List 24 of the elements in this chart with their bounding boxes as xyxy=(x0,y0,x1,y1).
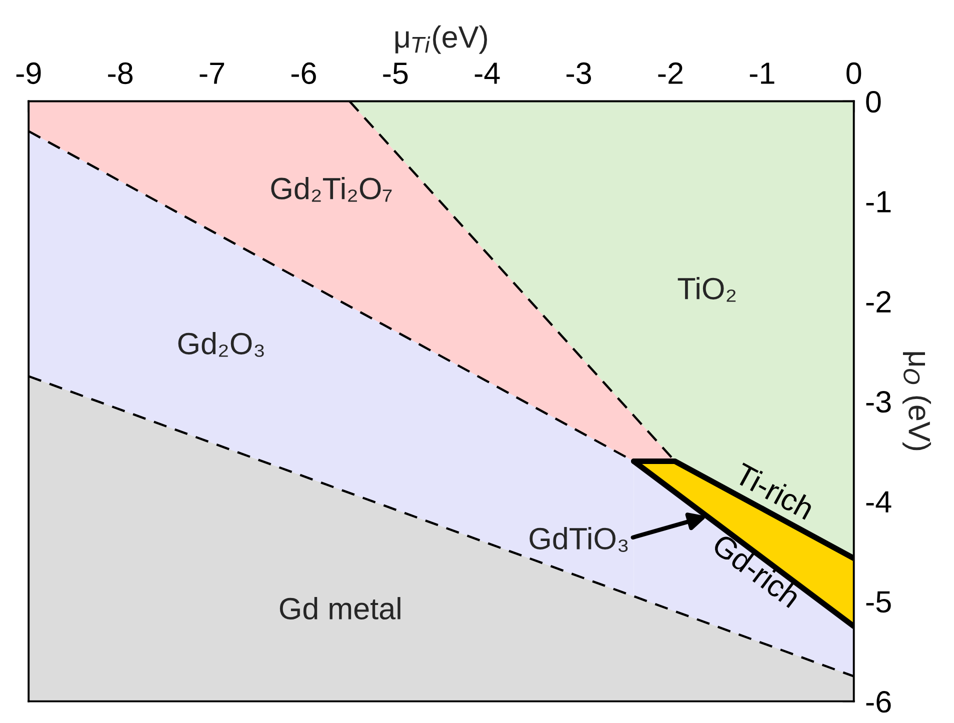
y-tick-label: -2 xyxy=(866,290,891,312)
annotation: Gd metal xyxy=(280,597,400,620)
x-tick-label: -3 xyxy=(566,62,592,84)
y-tick-label: 0 xyxy=(866,90,881,113)
y-tick-label: -4 xyxy=(866,491,892,512)
x-axis-title: μ$_{Ti}$(eV) xyxy=(395,25,487,54)
x-tick-label: -7 xyxy=(200,62,224,84)
y-tick-label: -3 xyxy=(866,391,891,413)
x-tick-label: 0 xyxy=(846,62,862,84)
y-tick-label: -5 xyxy=(866,591,891,613)
y-tick-label: -1 xyxy=(866,191,891,212)
x-tick-label: -4 xyxy=(474,62,500,84)
x-tick-label: -1 xyxy=(750,62,774,84)
y-tick-label: -6 xyxy=(866,691,891,713)
x-tick-label: -2 xyxy=(658,62,682,84)
annotation: TiO₂ xyxy=(678,277,736,302)
annotation: GdTiO₃ xyxy=(530,527,628,552)
annotation: Gd₂O₃ xyxy=(178,332,264,357)
x-tick-label: -6 xyxy=(291,62,316,84)
x-tick-label: -5 xyxy=(383,62,408,84)
annotation: Gd₂Ti₂O₇ xyxy=(271,176,392,202)
y-axis-title: μ$_{O}$ (eV) xyxy=(902,352,931,450)
x-tick-label: -8 xyxy=(108,62,133,84)
x-tick-label: -9 xyxy=(16,62,41,84)
